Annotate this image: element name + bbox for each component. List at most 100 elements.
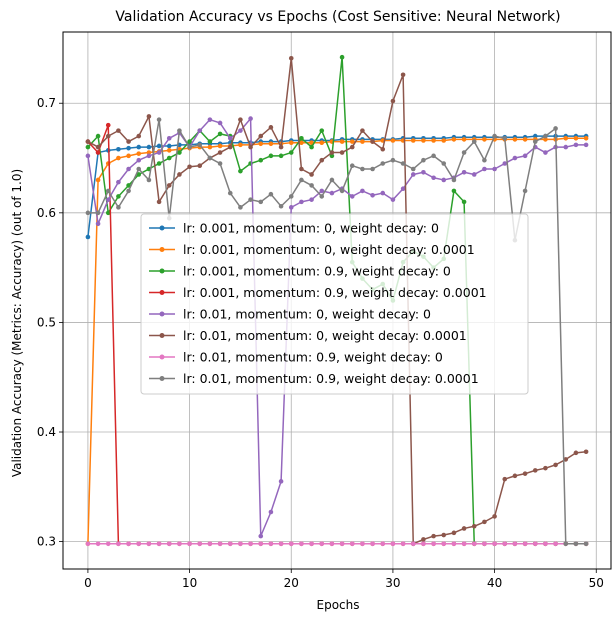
data-point: [299, 177, 304, 183]
data-point: [380, 541, 386, 547]
data-point: [217, 150, 223, 155]
data-point: [309, 183, 314, 188]
data-point: [532, 541, 538, 547]
data-point: [278, 153, 284, 159]
data-point: [85, 139, 91, 144]
data-point: [288, 194, 294, 199]
data-point: [573, 450, 579, 456]
data-point: [217, 120, 223, 126]
data-point: [116, 155, 121, 161]
data-point: [95, 133, 101, 139]
data-point: [238, 117, 243, 122]
data-point: [349, 139, 355, 144]
series-line: [87, 57, 587, 545]
data-point: [299, 136, 304, 141]
data-point: [563, 136, 569, 141]
data-point: [410, 541, 416, 547]
data-point: [471, 523, 477, 529]
data-point: [380, 146, 386, 152]
data-point: [105, 188, 111, 194]
data-point: [492, 514, 497, 519]
data-point: [563, 457, 569, 462]
data-point: [95, 144, 101, 150]
data-point: [461, 199, 467, 205]
data-point: [431, 175, 436, 181]
data-point: [116, 194, 121, 199]
data-point: [339, 541, 345, 547]
series-6: [85, 56, 589, 547]
data-point: [512, 473, 518, 479]
legend-swatch-marker: [159, 333, 165, 338]
data-point: [441, 138, 447, 143]
data-point: [288, 205, 294, 210]
data-point: [85, 144, 91, 150]
legend-entry-label: lr: 0.01, momentum: 0.9, weight decay: 0…: [183, 371, 479, 386]
legend-swatch-marker: [159, 290, 165, 295]
data-point: [95, 150, 101, 155]
data-point: [299, 140, 304, 145]
legend-entry-label: lr: 0.01, momentum: 0.9, weight decay: 0: [183, 350, 443, 365]
data-point: [136, 144, 142, 150]
data-point: [329, 541, 335, 547]
data-point: [370, 192, 375, 198]
data-point: [543, 541, 548, 547]
data-point: [238, 541, 243, 547]
data-point: [400, 186, 406, 192]
y-axis-label: Validation Accuracy (Metrics: Accuracy) …: [10, 169, 24, 477]
data-point: [502, 476, 508, 482]
data-point: [156, 117, 162, 122]
legend-swatch-marker: [159, 247, 165, 252]
data-point: [116, 541, 121, 547]
data-point: [553, 126, 558, 131]
data-point: [543, 133, 548, 139]
data-point: [126, 183, 131, 188]
data-point: [197, 142, 203, 148]
data-point: [166, 148, 172, 153]
x-tick-label: 10: [182, 576, 197, 590]
data-point: [339, 150, 345, 155]
x-axis-label: Epochs: [317, 598, 360, 612]
data-point: [583, 136, 589, 141]
data-point: [532, 133, 538, 139]
data-point: [482, 541, 487, 547]
data-point: [563, 144, 569, 150]
data-point: [126, 139, 131, 144]
data-point: [451, 541, 457, 547]
data-point: [410, 172, 416, 177]
data-point: [136, 133, 142, 139]
data-point: [329, 177, 335, 183]
data-point: [502, 161, 508, 166]
data-point: [319, 188, 325, 194]
data-point: [156, 143, 162, 149]
data-point: [339, 188, 345, 194]
data-point: [156, 199, 162, 205]
data-point: [95, 541, 101, 547]
legend-entry-label: lr: 0.001, momentum: 0, weight decay: 0.…: [183, 242, 475, 257]
data-point: [522, 471, 528, 476]
data-point: [238, 142, 243, 148]
data-point: [197, 541, 203, 547]
data-point: [370, 139, 375, 144]
data-point: [471, 172, 477, 177]
data-point: [360, 128, 365, 133]
data-point: [319, 157, 325, 163]
data-point: [248, 197, 253, 202]
data-point: [299, 541, 304, 547]
data-point: [583, 449, 589, 455]
data-point: [512, 137, 518, 142]
legend-box: [140, 213, 529, 395]
data-point: [126, 188, 131, 194]
data-point: [349, 541, 355, 547]
data-point: [248, 541, 253, 547]
data-point: [288, 541, 294, 547]
data-point: [390, 138, 396, 143]
data-point: [177, 128, 182, 133]
data-point: [177, 541, 182, 547]
data-point: [288, 56, 294, 61]
data-point: [116, 179, 121, 185]
data-point: [238, 168, 243, 174]
data-point: [299, 199, 304, 205]
data-point: [207, 541, 213, 547]
data-point: [532, 139, 538, 144]
